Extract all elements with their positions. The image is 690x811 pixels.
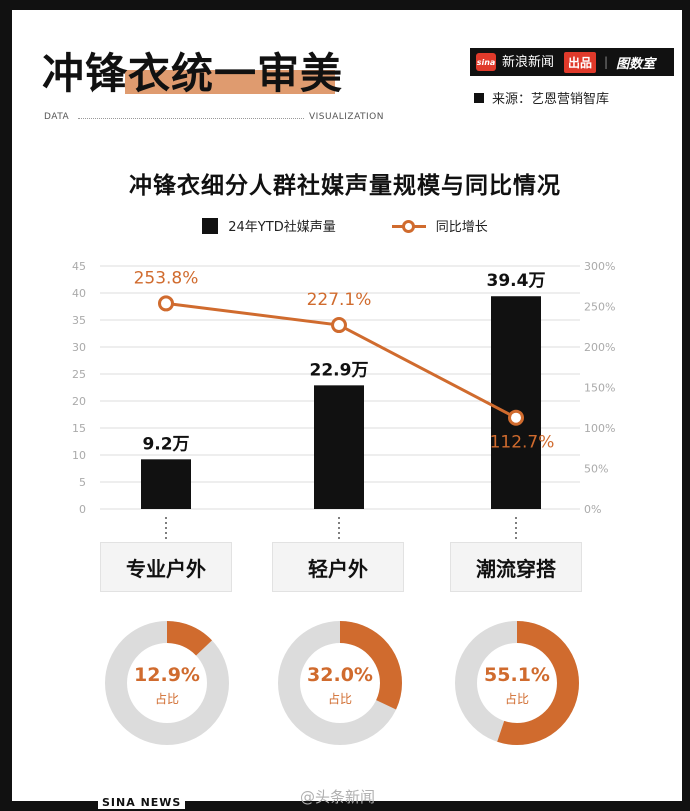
category-label-pro-outdoor: 专业户外 <box>100 542 232 592</box>
y-left-tick-label: 30 <box>72 341 86 354</box>
title-highlight-bar <box>125 70 335 94</box>
category-label-street-fashion: 潮流穿搭 <box>450 542 582 592</box>
bar-value-label: 39.4万 <box>487 271 546 291</box>
share-donut-graphic <box>278 621 402 745</box>
y-left-tick-label: 45 <box>72 260 86 273</box>
share-value: 12.9% <box>134 664 200 686</box>
growth-value-label: 227.1% <box>307 290 372 310</box>
y-right-tick-label: 250% <box>584 301 615 314</box>
page-title: 冲锋衣统一审美 <box>42 49 344 98</box>
y-left-tick-label: 5 <box>79 476 86 489</box>
growth-point <box>508 409 524 426</box>
donut-share-arc <box>278 621 402 745</box>
brand-name: 新浪新闻 <box>502 54 555 70</box>
band-left-label: DATA <box>44 112 70 122</box>
frame-left-border <box>0 0 12 811</box>
y-right-tick-label: 300% <box>584 260 615 273</box>
share-caption: 占比 <box>504 692 529 706</box>
legend-bar-label: 24年YTD社媒声量 <box>228 220 336 235</box>
y-right-tick-label: 150% <box>584 382 615 395</box>
legend-item-line: 同比增长 <box>391 216 488 235</box>
chart-title: 冲锋衣细分人群社媒声量规模与同比情况 <box>129 173 561 199</box>
share-caption: 占比 <box>154 692 179 706</box>
brand-separator: | <box>604 55 609 69</box>
donut-share-arc <box>105 621 229 745</box>
brand-banner: sina 新浪新闻 出品 | 图数室 <box>470 48 674 76</box>
share-donut-street-fashion: 55.1% 占比 <box>454 620 580 746</box>
y-left-tick-label: 25 <box>72 368 86 381</box>
share-value: 55.1% <box>484 664 550 686</box>
frame-right-border <box>682 0 690 811</box>
bar <box>141 459 191 509</box>
legend-line-swatch <box>391 218 426 234</box>
y-left-tick-label: 40 <box>72 287 86 300</box>
frame-top-border <box>0 0 690 10</box>
growth-value-label: 112.7% <box>490 433 555 453</box>
band-right-label: VISUALIZATION <box>308 112 384 122</box>
share-donut-graphic <box>455 621 579 745</box>
data-vis-band: DATA VISUALIZATION <box>44 112 384 126</box>
source-square-icon <box>474 92 484 103</box>
share-donut-pro-outdoor: 12.9% 占比 <box>104 620 230 746</box>
growth-point <box>331 317 347 334</box>
y-right-tick-label: 0% <box>584 503 601 516</box>
footer-brand: SINA NEWS <box>98 796 186 809</box>
legend-bar-swatch <box>202 217 219 234</box>
bar-value-label: 22.9万 <box>310 360 369 380</box>
y-right-tick-label: 200% <box>584 341 615 354</box>
chart-legend: 24年YTD社媒声量 同比增长 <box>0 216 690 235</box>
y-right-tick-label: 50% <box>584 463 608 476</box>
footer-watermark: @头条新闻 <box>300 788 376 806</box>
growth-value-label: 253.8% <box>134 268 199 288</box>
donut-share-arc <box>455 621 579 745</box>
y-left-tick-label: 10 <box>72 449 86 462</box>
column-name: 图数室 <box>616 56 656 72</box>
legend-item-bar: 24年YTD社媒声量 <box>202 216 336 235</box>
sina-logo-icon: sina <box>476 53 496 71</box>
legend-line-label: 同比增长 <box>435 220 488 235</box>
growth-point <box>158 295 174 312</box>
share-caption: 占比 <box>327 692 352 706</box>
y-left-tick-label: 35 <box>72 314 86 327</box>
share-donut-graphic <box>105 621 229 745</box>
bar-value-label: 9.2万 <box>142 434 189 454</box>
y-right-tick-label: 100% <box>584 422 615 435</box>
source-note: 来源：艺恩营销智库 <box>474 88 609 107</box>
band-dotted-line <box>78 118 304 119</box>
share-donut-light-outdoor: 32.0% 占比 <box>277 620 403 746</box>
frame-bottom-border <box>0 801 690 811</box>
bar <box>314 385 364 509</box>
bar <box>491 296 541 509</box>
source-text: 来源：艺恩营销智库 <box>492 92 610 107</box>
y-left-tick-label: 15 <box>72 422 86 435</box>
y-left-tick-label: 0 <box>79 503 86 516</box>
brand-tag: 出品 <box>564 51 597 73</box>
share-value: 32.0% <box>307 664 373 686</box>
category-label-light-outdoor: 轻户外 <box>272 542 404 592</box>
y-left-tick-label: 20 <box>72 395 86 408</box>
combo-chart: 0 5 10 15 20 25 30 35 40 45 0% 50% 100% 150% 200% 250% 3… <box>72 260 615 540</box>
